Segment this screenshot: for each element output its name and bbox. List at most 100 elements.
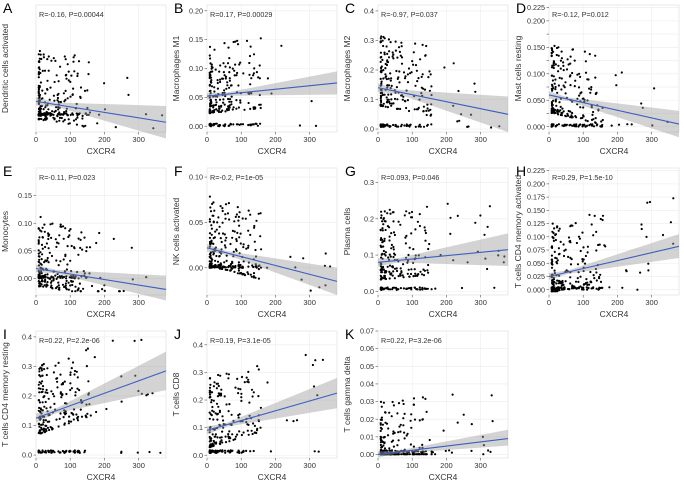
data-point (569, 276, 572, 279)
data-point (216, 109, 219, 112)
data-point (41, 364, 44, 367)
data-point (386, 52, 389, 56)
data-point (210, 227, 213, 230)
data-point (419, 125, 422, 128)
data-point (41, 388, 45, 391)
data-point (215, 254, 218, 258)
data-point (235, 239, 238, 243)
data-point (588, 87, 591, 90)
data-point (38, 401, 42, 404)
data-point (558, 76, 561, 79)
data-point (414, 64, 418, 67)
data-point (79, 246, 82, 249)
regression-line (206, 247, 338, 282)
data-point (40, 408, 43, 411)
data-point (239, 232, 242, 235)
data-point (391, 55, 394, 58)
data-point (44, 92, 47, 95)
data-point (562, 243, 565, 246)
data-point (405, 234, 408, 237)
data-point (424, 229, 427, 232)
data-point (209, 256, 212, 259)
data-point (37, 431, 40, 435)
data-point (256, 124, 259, 127)
panel-b: B R=0.17, P=0.00029 0 100 200 300 0.00 0.05 0.10… (171, 0, 342, 163)
data-point (389, 72, 392, 75)
data-point (247, 244, 250, 247)
data-point (251, 395, 254, 398)
data-point (285, 419, 288, 422)
x-tick-label: 0 (547, 298, 551, 307)
x-tick-label: 100 (235, 135, 248, 144)
data-point (46, 273, 49, 276)
data-point (218, 409, 221, 412)
data-point (574, 115, 577, 118)
x-tick-label: 300 (303, 298, 316, 307)
data-point (249, 450, 252, 453)
data-point (234, 266, 237, 269)
data-point (252, 272, 256, 275)
data-point (231, 108, 234, 111)
y-tick-label: 0.00 (189, 263, 203, 272)
data-point (215, 402, 219, 405)
data-point (222, 98, 225, 101)
data-point (87, 73, 90, 76)
data-point (58, 451, 61, 454)
data-point (586, 120, 589, 123)
data-point (233, 270, 236, 273)
data-point (242, 260, 245, 263)
data-point (238, 430, 241, 433)
data-point (491, 420, 494, 423)
data-point (246, 380, 249, 383)
data-point (215, 387, 218, 390)
data-point (224, 110, 227, 113)
data-point (387, 77, 390, 80)
data-point (65, 392, 68, 396)
data-point (37, 240, 40, 244)
data-point (636, 288, 639, 291)
data-point (231, 236, 234, 239)
y-tick-label: 0.10 (18, 219, 32, 228)
data-point (383, 37, 386, 40)
data-point (383, 287, 386, 290)
data-point (256, 365, 259, 368)
data-point (582, 246, 585, 249)
x-tick-label: 100 (406, 461, 419, 470)
data-point (391, 286, 394, 289)
data-point (460, 286, 464, 290)
data-point (421, 418, 424, 421)
data-point (589, 280, 592, 283)
data-point (579, 275, 582, 278)
data-point (404, 236, 407, 239)
data-point (379, 37, 382, 40)
data-point (40, 382, 43, 385)
data-point (562, 84, 565, 87)
data-point (418, 453, 421, 456)
data-point (233, 220, 236, 223)
data-point (218, 124, 221, 127)
data-point (45, 388, 48, 392)
data-point (586, 245, 589, 248)
data-point (379, 435, 382, 438)
data-point (582, 288, 585, 291)
data-point (309, 289, 312, 292)
data-point (590, 118, 594, 121)
data-point (379, 60, 382, 64)
correlation-annotation: R=0.19, P=3.1e-05 (210, 336, 271, 345)
data-point (564, 92, 567, 95)
data-point (159, 451, 162, 454)
data-point (564, 248, 567, 251)
regression-line (377, 438, 509, 456)
data-point (381, 252, 384, 255)
y-tick-label: 0.00 (189, 122, 203, 131)
data-point (233, 230, 236, 233)
data-point (210, 398, 213, 402)
panel-d: D R=-0.12, P=0.012 0 100 200 300 0.000 0.050 0.1… (513, 0, 684, 163)
data-point (37, 249, 40, 252)
data-point (427, 271, 430, 274)
data-point (247, 123, 250, 127)
data-point (45, 407, 48, 410)
data-point (444, 449, 447, 452)
data-point (243, 381, 246, 384)
